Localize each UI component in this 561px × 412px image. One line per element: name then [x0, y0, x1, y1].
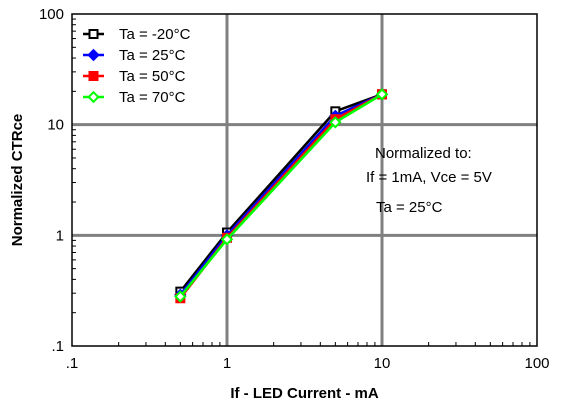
annotation-normalized-to: Normalized to:: [375, 145, 472, 162]
series-line: [179, 93, 383, 296]
legend-label: Ta = -20°C: [119, 26, 191, 43]
legend-item: Ta = 25°C: [83, 47, 186, 64]
legend: Ta = -20°C Ta = 25°C Ta = 50°C Ta = 70°C: [83, 26, 191, 106]
series-line: [179, 93, 383, 293]
legend-label: Ta = 25°C: [119, 47, 186, 64]
y-tick-label: 10: [47, 117, 64, 134]
data-point-marker: [220, 233, 234, 246]
y-tick-label: 1: [56, 227, 64, 244]
legend-label: Ta = 70°C: [119, 89, 186, 106]
y-axis-label: Normalized CTRce: [9, 114, 26, 247]
series-line: [179, 93, 383, 298]
x-tick-label: 10: [374, 355, 391, 372]
y-tick-label: 100: [39, 6, 64, 23]
annotation-reference-temperature: Ta = 25°C: [376, 199, 443, 216]
legend-label: Ta = 50°C: [119, 68, 186, 85]
x-tick-label: 1: [223, 355, 231, 372]
data-point-marker: [174, 290, 187, 303]
legend-item: Ta = -20°C: [83, 26, 191, 43]
grid-lines: [72, 14, 537, 346]
y-tick-label: .1: [51, 338, 64, 355]
legend-marker: [88, 71, 99, 81]
plot-area-frame: [71, 13, 538, 347]
data-point-marker: [375, 88, 389, 101]
legend-marker: [87, 48, 100, 62]
data-point-marker: [329, 116, 342, 129]
legend-item: Ta = 70°C: [83, 89, 186, 106]
legend-marker: [87, 90, 100, 104]
legend-item: Ta = 50°C: [83, 68, 186, 85]
series-ta-70-c: [174, 88, 389, 303]
axis-ticks: .1 1 10 100 .1 1 10 100: [39, 6, 550, 372]
x-tick-label: .1: [66, 355, 79, 372]
series-lines: [174, 88, 389, 304]
legend-marker: [88, 29, 99, 39]
x-tick-label: 100: [524, 355, 549, 372]
annotation-reference-condition: If = 1mA, Vce = 5V: [366, 169, 492, 186]
x-axis-label: If - LED Current - mA: [230, 385, 378, 402]
